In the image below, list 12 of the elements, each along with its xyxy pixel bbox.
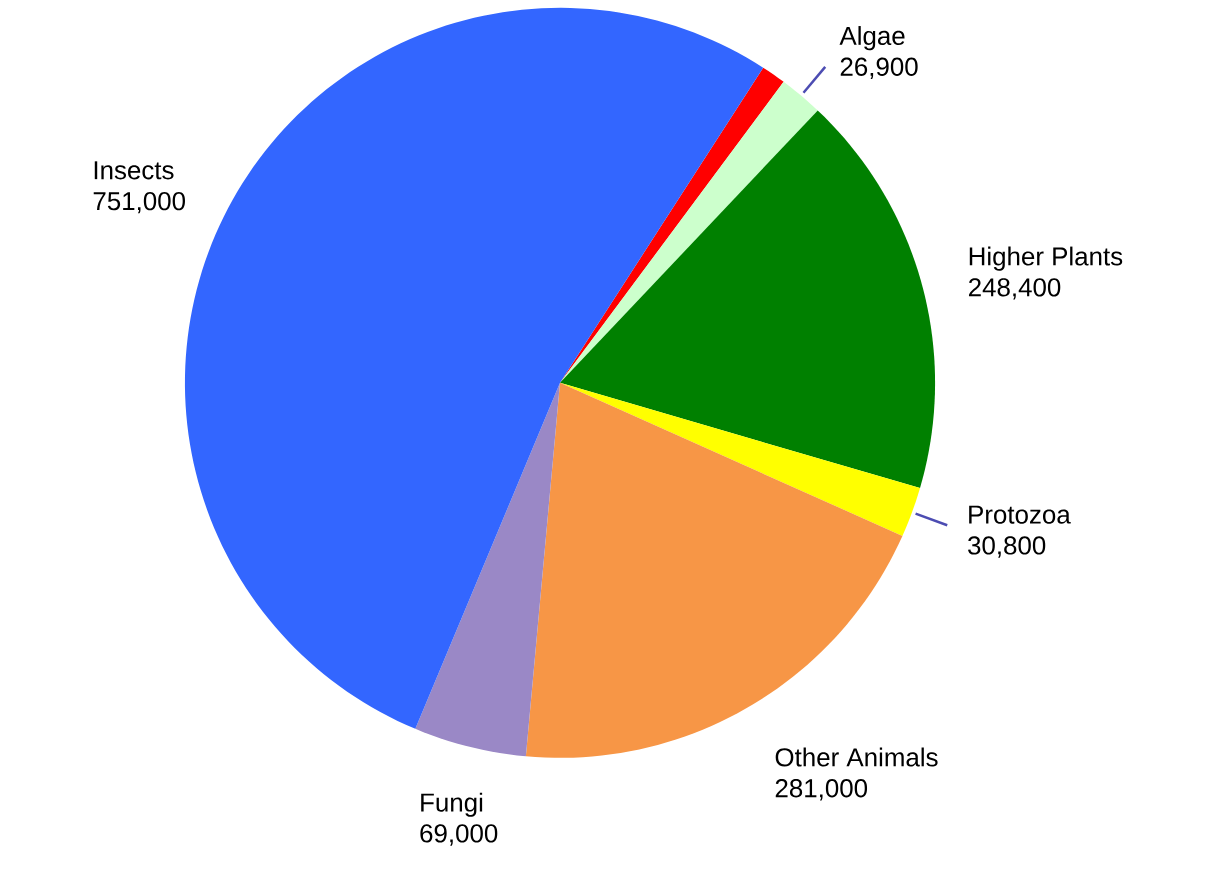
slice-label: Insects (94, 161, 174, 180)
data-label: 751,000 (93, 191, 185, 214)
data-label: 30,800 (968, 536, 1046, 558)
data-label: 69,000 (420, 824, 498, 846)
slice-label: Algae (839, 26, 905, 51)
data-label: 281,000 (775, 779, 868, 801)
data-label: 248,400 (968, 278, 1061, 300)
slice-label: Protozoa (969, 505, 1071, 524)
slice-label: Fungi (421, 792, 483, 817)
slice-label: Other Animals (775, 747, 938, 767)
data-label: 26,900 (840, 57, 918, 80)
slice-label: Higher Plants (969, 246, 1123, 271)
